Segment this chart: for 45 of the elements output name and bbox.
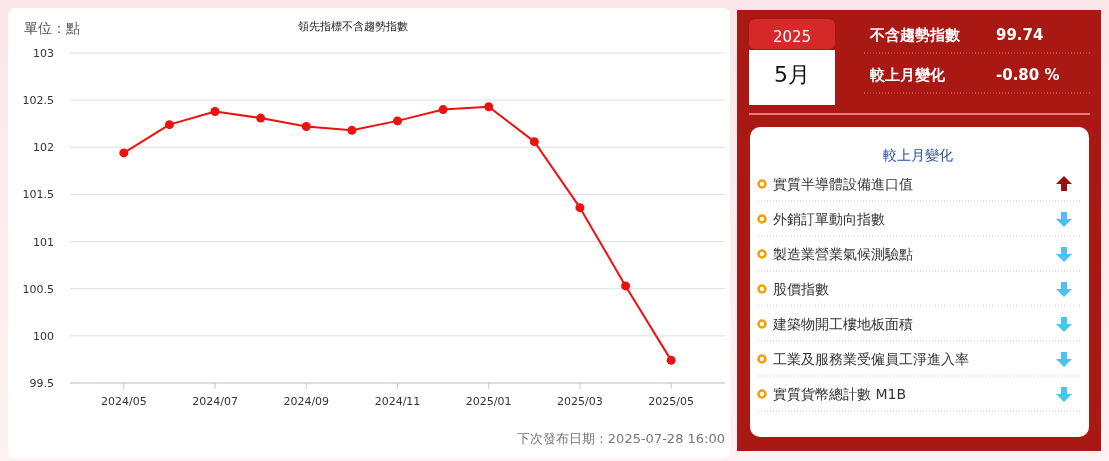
- text: 下次發布日期 : 2025-07-28 16:00: [517, 431, 725, 446]
- x-tick-label: 2024/07: [192, 395, 238, 408]
- text: 不含趨勢指數: [869, 26, 961, 44]
- y-tick-label: 101.5: [22, 188, 54, 202]
- y-axis-title: 單位：點: [24, 20, 80, 36]
- text: 2025: [772, 28, 812, 46]
- category-label: 外銷訂單動向指數: [773, 211, 885, 227]
- y-tick-label: 100.5: [22, 282, 54, 296]
- x-tick-label: 2024/09: [283, 395, 330, 408]
- y-tick-label: 101: [33, 235, 54, 249]
- point: [393, 116, 402, 126]
- point: [210, 106, 220, 116]
- chart-title: 領先指標不含趨勢指數: [298, 20, 408, 33]
- category-label: 實質貨幣總計數 M1B: [773, 386, 907, 402]
- point: [484, 102, 494, 112]
- text: -0.80 %: [996, 66, 1060, 84]
- x-tick-label: 2024/05: [100, 395, 147, 408]
- point: [529, 137, 539, 147]
- category-label: 實質半導體設備進口值: [773, 176, 913, 192]
- y-tick-label: 100: [33, 329, 54, 343]
- point: [438, 105, 448, 115]
- y-tick-label: 99.5: [29, 377, 54, 390]
- category-label: 製造業營業氣候測驗點: [773, 246, 913, 262]
- point: [256, 113, 266, 123]
- point: [164, 120, 174, 130]
- text: 5月: [774, 62, 810, 87]
- text: 較上月變化: [869, 66, 946, 84]
- x-tick-label: 2025/01: [465, 395, 512, 408]
- category-label: 工業及服務業受僱員工淨進入率: [773, 351, 969, 367]
- text: 99.74: [996, 26, 1044, 44]
- y-tick-label: 102: [33, 141, 54, 155]
- point: [119, 148, 129, 158]
- category-label: 股價指數: [773, 281, 829, 297]
- point: [301, 122, 311, 132]
- point: [347, 125, 357, 135]
- text: 較上月變化: [883, 147, 953, 163]
- category-label: 建築物開工樓地板面積: [772, 316, 913, 332]
- y-tick-label: 102.5: [22, 94, 54, 108]
- point: [666, 355, 676, 365]
- point: [621, 281, 631, 291]
- x-tick-label: 2025/05: [648, 395, 695, 408]
- x-tick-label: 2025/03: [557, 395, 603, 408]
- x-tick-label: 2024/11: [374, 395, 421, 408]
- y-tick-label: 103: [33, 47, 54, 60]
- point: [575, 203, 585, 213]
